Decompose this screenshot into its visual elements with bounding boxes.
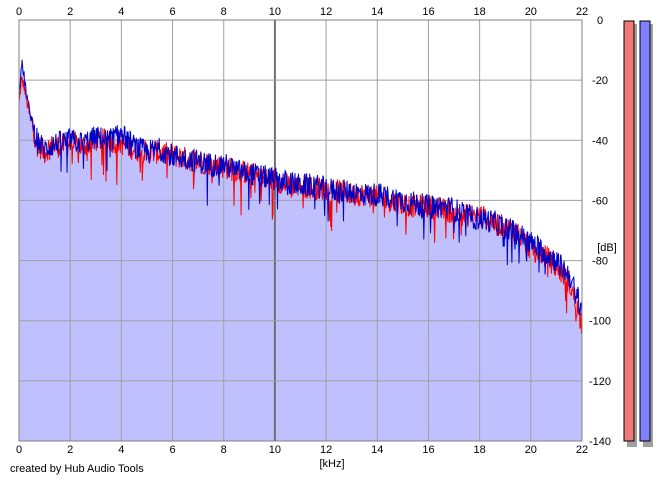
x-tick-label-top: 12: [320, 6, 332, 18]
x-tick-label-top: 22: [576, 6, 588, 18]
y-tick-label: -60: [592, 195, 608, 207]
y-axis-label: [dB]: [597, 242, 617, 254]
x-tick-label-top: 18: [474, 6, 486, 18]
x-tick-label-top: 10: [269, 6, 281, 18]
x-axis-label: [kHz]: [319, 458, 344, 470]
x-tick-label-bottom: 12: [320, 444, 332, 456]
x-tick-label-bottom: 0: [16, 444, 22, 456]
x-tick-label-bottom: 22: [576, 444, 588, 456]
x-tick-label-top: 14: [371, 6, 383, 18]
y-tick-label: -140: [589, 436, 611, 448]
x-tick-label-bottom: 20: [525, 444, 537, 456]
x-tick-label-top: 8: [221, 6, 227, 18]
level-meter-right: [639, 20, 651, 442]
x-tick-label-bottom: 6: [169, 444, 175, 456]
x-tick-label-top: 16: [422, 6, 434, 18]
level-meter-left: [623, 20, 635, 442]
x-tick-label-top: 20: [525, 6, 537, 18]
x-tick-label-bottom: 10: [269, 444, 281, 456]
x-tick-label-bottom: 8: [221, 444, 227, 456]
x-tick-label-top: 2: [67, 6, 73, 18]
y-tick-label: -40: [592, 135, 608, 147]
y-tick-label: -120: [589, 376, 611, 388]
plot-border: [18, 19, 583, 442]
x-tick-label-bottom: 14: [371, 444, 383, 456]
x-tick-label-bottom: 16: [422, 444, 434, 456]
x-tick-label-top: 0: [16, 6, 22, 18]
y-tick-label: -20: [592, 75, 608, 87]
y-tick-label: -80: [592, 256, 608, 268]
x-tick-label-top: 4: [118, 6, 124, 18]
x-tick-label-bottom: 2: [67, 444, 73, 456]
x-tick-label-bottom: 4: [118, 444, 124, 456]
y-tick-label: 0: [597, 15, 603, 27]
y-tick-label: -100: [589, 316, 611, 328]
credit-text: created by Hub Audio Tools: [10, 463, 144, 475]
series-line-right: [18, 59, 583, 316]
x-tick-label-top: 6: [169, 6, 175, 18]
x-tick-label-bottom: 18: [474, 444, 486, 456]
